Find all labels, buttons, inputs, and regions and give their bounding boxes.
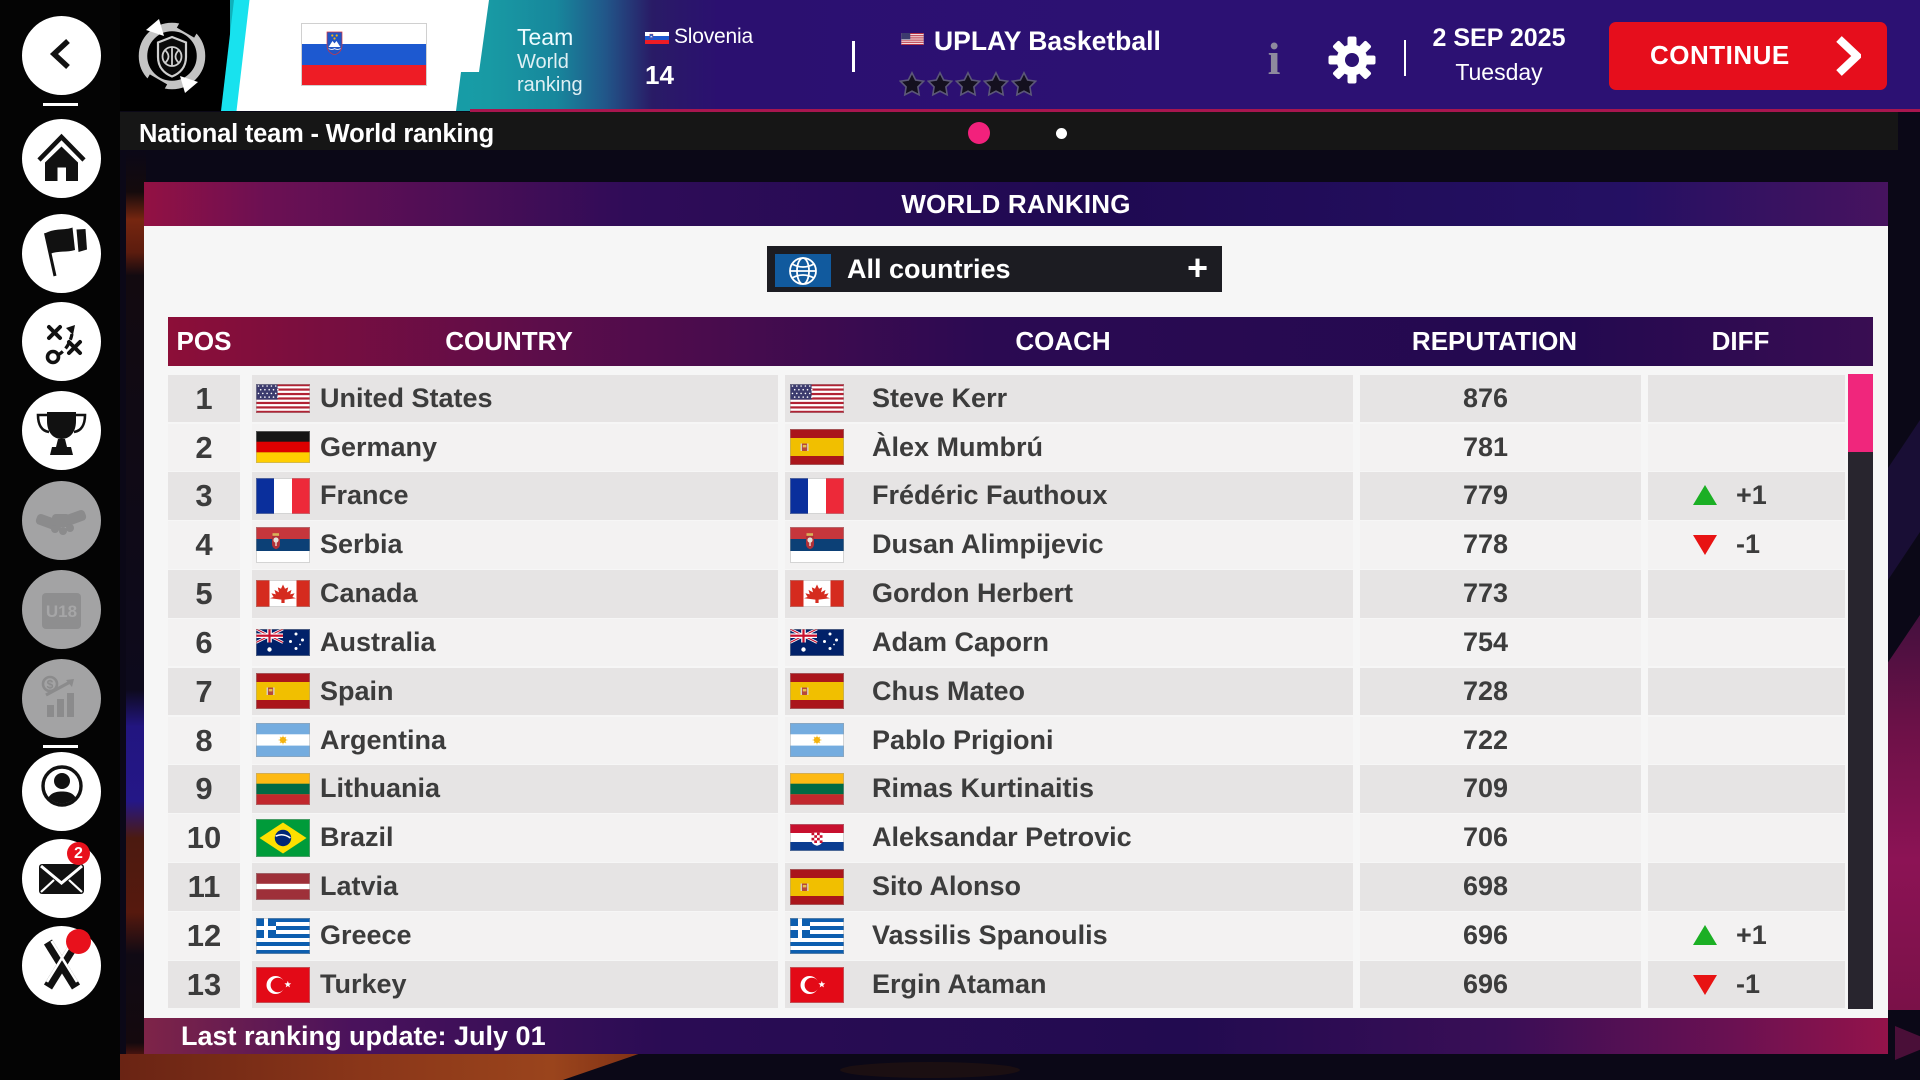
svg-text:U18: U18 [45, 602, 76, 621]
svg-text:$: $ [46, 677, 53, 691]
